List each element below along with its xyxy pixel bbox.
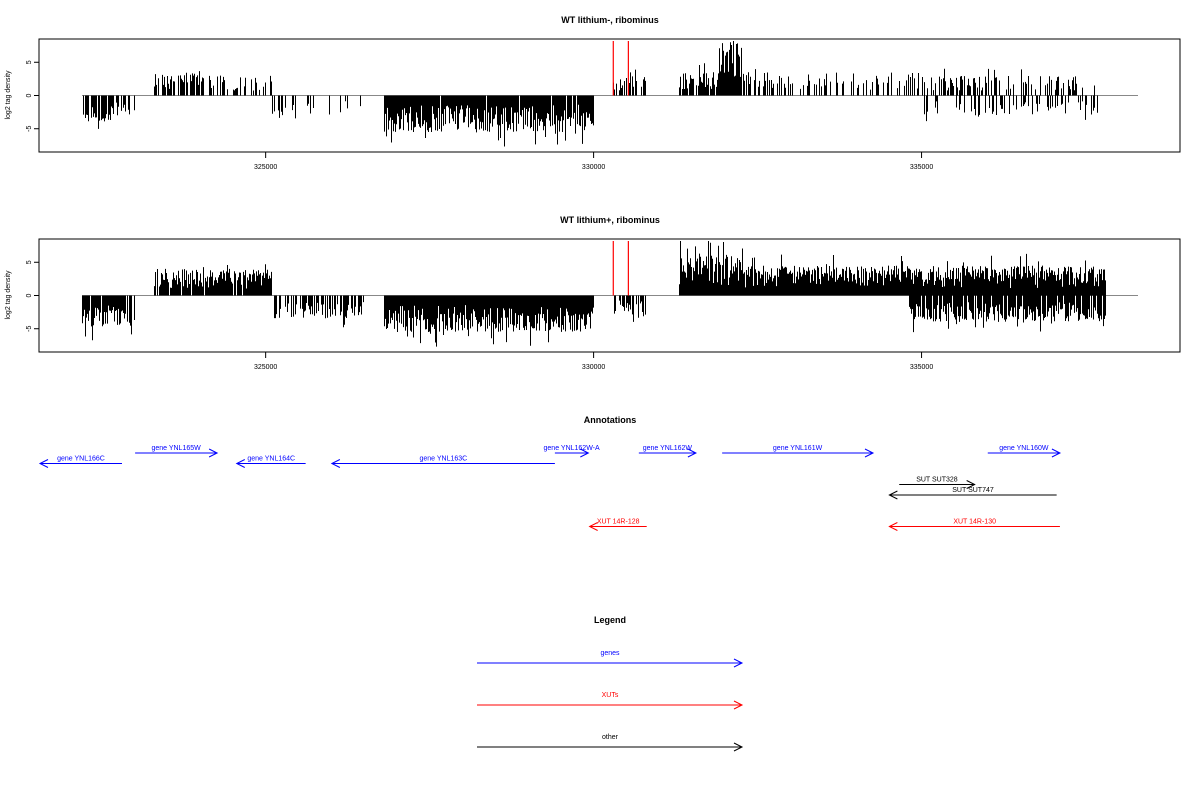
legend-item-other: other — [477, 734, 744, 752]
feature-label: SUT SUT328 — [916, 477, 958, 484]
feature-label: gene YNL163C — [420, 456, 468, 463]
x-axis-ticks: 325000 330000 335000 — [254, 152, 933, 171]
x-tick-label: 325000 — [254, 164, 277, 171]
density-series — [82, 240, 1106, 347]
y-axis-label: log2 tag density — [5, 270, 12, 320]
feature-arrow-head — [588, 522, 598, 531]
feature-label: gene YNL164C — [247, 456, 295, 463]
density-panel-lithium-minus: WT lithium-, ribominus log2 tag density … — [5, 15, 1181, 171]
legend-label: genes — [600, 650, 620, 657]
density-bars — [82, 40, 1138, 147]
feature-arrow-head — [888, 490, 898, 500]
feature-xut: XUT 14R-130 — [888, 519, 1060, 531]
feature-other: SUT SUT747 — [888, 487, 1057, 500]
legend-arrow-head — [733, 658, 744, 668]
feature-arrow-head — [38, 459, 49, 468]
legend-arrow-head — [733, 700, 744, 710]
legend: Legend genes XUTs other — [477, 615, 744, 752]
feature-label: XUT 14R-128 — [597, 519, 640, 526]
panel-title: WT lithium-, ribominus — [561, 15, 659, 25]
y-axis-label: log2 tag density — [5, 70, 12, 120]
feature-label: gene YNL162W — [643, 445, 693, 452]
highlight-lines — [612, 40, 629, 96]
y-tick-label: 5 — [26, 60, 33, 64]
feature-label: gene YNL160W — [999, 445, 1049, 452]
feature-xut: XUT 14R-128 — [588, 519, 647, 531]
feature-gene: gene YNL160W — [987, 445, 1062, 458]
legend-label: other — [602, 734, 619, 741]
feature-arrow-head — [330, 459, 341, 468]
feature-arrow-head — [888, 522, 898, 531]
annotations-title: Annotations — [584, 415, 637, 425]
feature-arrow-head — [1051, 448, 1062, 458]
feature-label: gene YNL162W-A — [544, 445, 600, 452]
density-series — [83, 40, 1098, 147]
y-tick-label: 0 — [26, 293, 33, 297]
legend-item-xut: XUTs — [477, 692, 744, 710]
feature-arrows: gene YNL166C gene YNL165W gene YNL164C gene… — [38, 445, 1062, 531]
feature-other: SUT SUT328 — [899, 477, 976, 489]
x-tick-label: 335000 — [910, 364, 933, 371]
y-tick-label: 0 — [26, 93, 33, 97]
legend-arrow-head — [733, 742, 744, 752]
legend-title: Legend — [594, 615, 626, 625]
y-axis-ticks: -5 0 5 — [26, 260, 39, 332]
legend-label: XUTs — [602, 692, 619, 699]
x-tick-label: 330000 — [582, 164, 605, 171]
feature-arrow-head — [208, 448, 219, 458]
feature-arrow-head — [966, 480, 976, 489]
x-tick-label: 325000 — [254, 364, 277, 371]
panel-title: WT lithium+, ribominus — [560, 215, 660, 225]
feature-arrow-head — [687, 448, 698, 458]
legend-item-gene: genes — [477, 650, 744, 668]
feature-gene: gene YNL163C — [330, 456, 555, 468]
feature-label: SUT SUT747 — [952, 487, 994, 494]
feature-gene: gene YNL165W — [135, 445, 219, 458]
y-tick-label: -5 — [26, 126, 33, 132]
feature-arrow-head — [580, 448, 590, 458]
y-tick-label: -5 — [26, 326, 33, 332]
feature-gene: gene YNL166C — [38, 456, 122, 468]
y-axis-ticks: -5 0 5 — [26, 60, 39, 132]
density-bars — [82, 240, 1138, 347]
density-panel-lithium-plus: WT lithium+, ribominus log2 tag density … — [5, 215, 1181, 371]
x-axis-ticks: 325000 330000 335000 — [254, 352, 933, 371]
feature-arrow-head — [235, 459, 245, 468]
feature-gene: gene YNL162W — [638, 445, 698, 458]
x-tick-label: 330000 — [582, 364, 605, 371]
feature-label: XUT 14R-130 — [953, 519, 996, 526]
feature-gene: gene YNL162W-A — [544, 445, 600, 458]
x-tick-label: 335000 — [910, 164, 933, 171]
highlight-lines — [612, 240, 629, 296]
feature-label: gene YNL165W — [151, 445, 201, 452]
legend-items: genes XUTs other — [477, 650, 744, 752]
feature-arrow-head — [864, 448, 875, 458]
y-tick-label: 5 — [26, 260, 33, 264]
feature-gene: gene YNL164C — [235, 456, 306, 468]
feature-label: gene YNL166C — [57, 456, 105, 463]
feature-gene: gene YNL161W — [722, 445, 875, 458]
feature-label: gene YNL161W — [773, 445, 823, 452]
